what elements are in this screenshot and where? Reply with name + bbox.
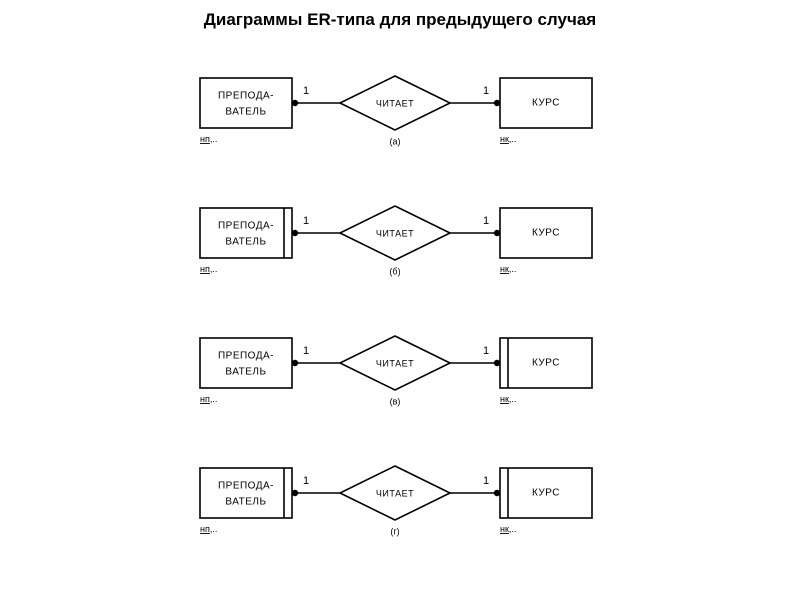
er-diagram-row: ПРЕПОДА- ВАТЕЛЬ КУРС ЧИТАЕТ 1 1 нп,.. нк,.. (б): [190, 186, 610, 306]
entity-left: [200, 338, 292, 388]
svg-text:ВАТЕЛЬ: ВАТЕЛЬ: [225, 497, 266, 508]
entity-left: [200, 208, 292, 258]
svg-text:ЧИТАЕТ: ЧИТАЕТ: [376, 98, 414, 108]
er-diagram-row: ПРЕПОДА- ВАТЕЛЬ КУРС ЧИТАЕТ 1 1 нп,.. нк,.. (в): [190, 316, 610, 436]
entity-left: [200, 78, 292, 128]
svg-text:ЧИТАЕТ: ЧИТАЕТ: [376, 228, 414, 238]
attr-left: нп,..: [200, 134, 217, 144]
svg-text:ВАТЕЛЬ: ВАТЕЛЬ: [225, 237, 266, 248]
svg-text:1: 1: [303, 345, 309, 357]
sub-label: (г): [390, 526, 399, 536]
svg-text:ВАТЕЛЬ: ВАТЕЛЬ: [225, 107, 266, 118]
svg-text:ПРЕПОДА-: ПРЕПОДА-: [218, 221, 274, 232]
attr-right: нк,..: [500, 524, 516, 534]
svg-text:КУРС: КУРС: [532, 228, 560, 239]
attr-left: нп,..: [200, 524, 217, 534]
sub-label: (б): [389, 266, 400, 276]
page-title: Диаграммы ER-типа для предыдущего случая: [0, 10, 800, 30]
er-diagram-row: ПРЕПОДА- ВАТЕЛЬ КУРС ЧИТАЕТ 1 1 нп,.. нк,.. (г): [190, 446, 610, 566]
attr-right: нк,..: [500, 134, 516, 144]
svg-text:КУРС: КУРС: [532, 488, 560, 499]
sub-label: (а): [390, 136, 401, 146]
svg-text:1: 1: [303, 215, 309, 227]
attr-right: нк,..: [500, 264, 516, 274]
svg-text:1: 1: [483, 345, 489, 357]
svg-text:ПРЕПОДА-: ПРЕПОДА-: [218, 351, 274, 362]
svg-text:1: 1: [483, 215, 489, 227]
entity-left: [200, 468, 292, 518]
svg-text:ЧИТАЕТ: ЧИТАЕТ: [376, 358, 414, 368]
svg-text:КУРС: КУРС: [532, 98, 560, 109]
svg-text:1: 1: [483, 475, 489, 487]
attr-left: нп,..: [200, 264, 217, 274]
attr-right: нк,..: [500, 394, 516, 404]
svg-text:КУРС: КУРС: [532, 358, 560, 369]
svg-text:ПРЕПОДА-: ПРЕПОДА-: [218, 481, 274, 492]
sub-label: (в): [390, 396, 401, 406]
svg-text:ПРЕПОДА-: ПРЕПОДА-: [218, 91, 274, 102]
svg-text:1: 1: [303, 85, 309, 97]
svg-text:ВАТЕЛЬ: ВАТЕЛЬ: [225, 367, 266, 378]
attr-left: нп,..: [200, 394, 217, 404]
er-diagram-row: ПРЕПОДА- ВАТЕЛЬ КУРС ЧИТАЕТ 1 1 нп,.. нк,.. (а): [190, 56, 610, 176]
svg-text:ЧИТАЕТ: ЧИТАЕТ: [376, 488, 414, 498]
svg-text:1: 1: [483, 85, 489, 97]
svg-text:1: 1: [303, 475, 309, 487]
